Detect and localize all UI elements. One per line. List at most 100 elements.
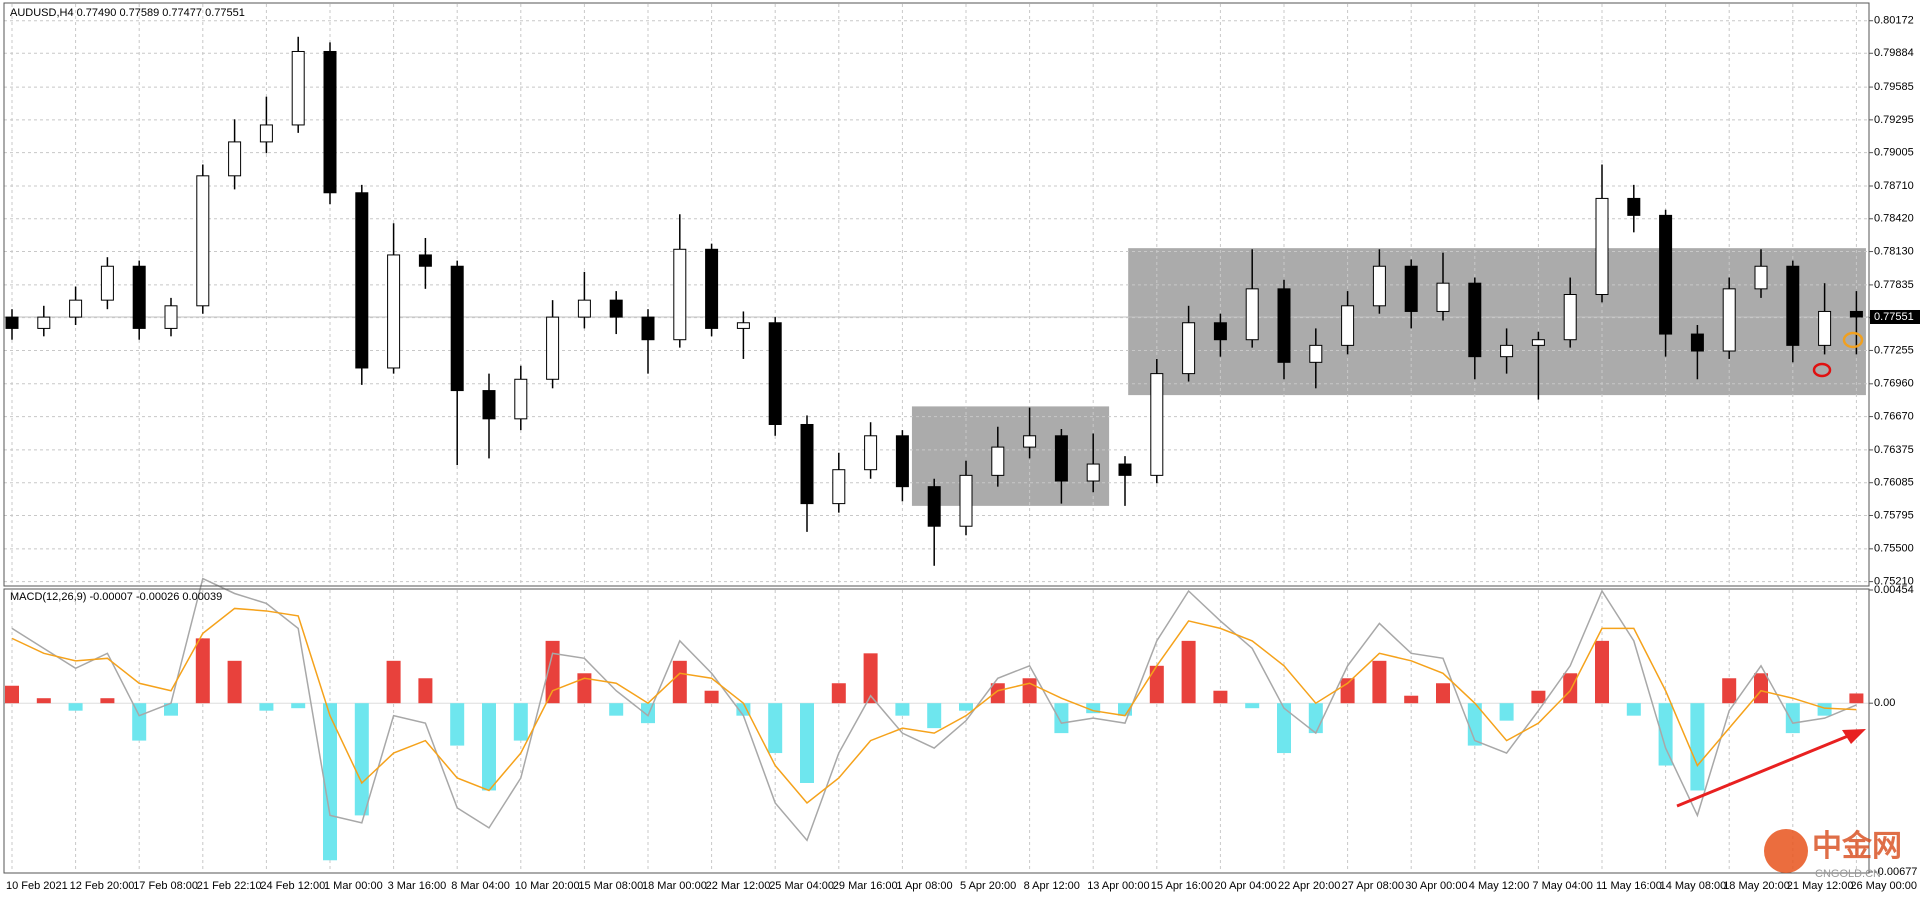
x-tick-label: 12 Feb 20:00 <box>70 880 135 892</box>
macd-bar <box>1149 665 1164 704</box>
candle-body <box>355 192 369 369</box>
macd-bar <box>577 673 592 704</box>
macd-bar <box>1563 673 1578 704</box>
y-tick-label: -0.00677 <box>1874 866 1917 878</box>
candle-body <box>1372 265 1386 307</box>
candle-body <box>800 423 814 505</box>
macd-bar <box>291 703 306 709</box>
candle-body <box>37 316 51 329</box>
y-tick-label: 0.76960 <box>1874 378 1914 390</box>
candle-body <box>291 50 305 126</box>
x-tick-label: 22 Mar 12:00 <box>706 880 771 892</box>
macd-bar <box>482 703 496 791</box>
macd-bar <box>1467 703 1482 746</box>
candle-body <box>705 248 719 329</box>
macd-bar <box>1754 673 1768 704</box>
candle-body <box>450 265 464 392</box>
macd-title: MACD(12,26,9) -0.00007 -0.00026 0.00039 <box>10 591 222 603</box>
candle-body <box>1754 265 1768 290</box>
x-tick-label: 24 Feb 12:00 <box>260 880 325 892</box>
y-tick-label: 0.75210 <box>1874 576 1914 588</box>
orange-circle-annotation <box>1842 331 1864 349</box>
candle-body <box>895 435 909 488</box>
macd-bar <box>513 703 528 741</box>
x-tick-label: 14 May 08:00 <box>1660 880 1727 892</box>
macd-bar <box>863 653 878 704</box>
macd-bar <box>990 683 1005 704</box>
candle-body <box>768 322 782 425</box>
candle-body <box>69 299 83 318</box>
candle-body <box>577 299 591 318</box>
macd-bar <box>1690 703 1705 791</box>
x-tick-label: 15 Mar 08:00 <box>578 880 643 892</box>
macd-bar <box>132 703 147 741</box>
macd-bar <box>1022 678 1037 704</box>
y-tick-label: 0.78420 <box>1874 213 1914 225</box>
x-tick-label: 15 Apr 16:00 <box>1151 880 1213 892</box>
candle-body <box>1213 322 1227 341</box>
macd-bar <box>354 703 369 816</box>
y-tick-label: 0.78130 <box>1874 245 1914 257</box>
macd-bar <box>959 703 973 711</box>
macd-bar <box>1595 640 1609 704</box>
x-tick-label: 8 Apr 12:00 <box>1024 880 1080 892</box>
y-tick-label: 0.00 <box>1874 697 1895 709</box>
macd-bar <box>1785 703 1800 734</box>
macd-bar <box>1531 690 1546 704</box>
candle-body <box>1563 294 1577 341</box>
y-tick-label: 0.78710 <box>1874 180 1914 192</box>
macd-line <box>11 577 1857 842</box>
candle-body <box>1436 282 1450 312</box>
candle-body <box>609 299 623 318</box>
x-tick-label: 21 May 12:00 <box>1787 880 1854 892</box>
macd-bar <box>1626 703 1641 716</box>
macd-bar <box>1277 703 1291 754</box>
macd-bar <box>1213 690 1228 704</box>
candle-body <box>482 390 496 420</box>
y-tick-label: 0.79295 <box>1874 114 1914 126</box>
candle-body <box>1054 435 1068 482</box>
y-tick-label: 0.77835 <box>1874 279 1914 291</box>
candle-body <box>546 316 560 380</box>
macd-bar <box>164 703 178 716</box>
candle-body <box>1849 310 1863 318</box>
macd-bar <box>704 690 719 704</box>
macd-bar <box>1499 703 1514 721</box>
candle-body <box>1627 197 1641 216</box>
candle-body <box>1118 463 1132 476</box>
red-circle-annotation <box>1812 362 1832 378</box>
macd-bar <box>1722 678 1737 704</box>
macd-bar <box>386 660 401 704</box>
macd-bar <box>895 703 910 716</box>
candle-body <box>387 254 401 369</box>
candle-body <box>1086 463 1100 482</box>
x-tick-label: 7 May 04:00 <box>1532 880 1593 892</box>
y-tick-label: 0.75500 <box>1874 543 1914 555</box>
x-tick-label: 25 Mar 04:00 <box>769 880 834 892</box>
candle-body <box>1182 322 1196 375</box>
macd-bar <box>736 703 751 716</box>
macd-pane-border <box>3 588 1870 874</box>
price-pane-border <box>3 2 1870 587</box>
macd-bar <box>768 703 783 754</box>
x-tick-label: 17 Feb 08:00 <box>133 880 198 892</box>
x-tick-label: 10 Feb 2021 <box>6 880 68 892</box>
candle-body <box>164 305 178 329</box>
x-tick-label: 4 May 12:00 <box>1469 880 1530 892</box>
candle-body <box>418 254 432 267</box>
x-tick-label: 20 Apr 04:00 <box>1214 880 1276 892</box>
candle-body <box>1341 305 1355 346</box>
candle-body <box>1245 288 1259 341</box>
candle-body <box>1468 282 1482 358</box>
y-tick-label: 0.80172 <box>1874 15 1914 27</box>
macd-bar <box>1658 703 1673 766</box>
macd-bar <box>927 703 942 729</box>
y-tick-label: 0.76375 <box>1874 444 1914 456</box>
macd-bar <box>323 703 337 861</box>
last-price-box <box>1870 309 1920 324</box>
candle-body <box>641 316 655 341</box>
price-title: AUDUSD,H4 0.77490 0.77589 0.77477 0.7755… <box>10 7 245 19</box>
x-tick-label: 5 Apr 20:00 <box>960 880 1016 892</box>
x-tick-label: 30 Apr 00:00 <box>1405 880 1467 892</box>
candle-body <box>228 141 242 177</box>
